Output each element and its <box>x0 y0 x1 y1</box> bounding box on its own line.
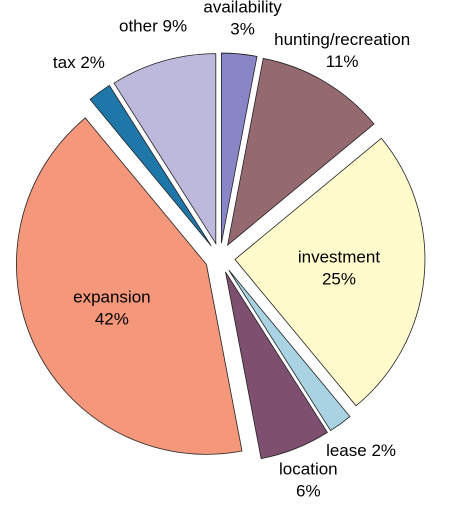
category-label: availability <box>203 0 282 17</box>
value-label: 2% <box>371 442 396 461</box>
pie-slice <box>228 269 351 432</box>
pie-slice <box>227 57 375 247</box>
value-label: 6% <box>296 482 321 501</box>
category-label: other <box>119 17 158 36</box>
value-label: 11% <box>326 52 359 71</box>
pie-slice <box>113 53 217 245</box>
pie-slice <box>225 271 328 460</box>
category-label: lease <box>326 442 367 461</box>
slice-label: other 9% <box>119 17 187 36</box>
value-label: 3% <box>230 20 255 39</box>
slice-label: lease 2% <box>326 442 396 461</box>
value-label: 2% <box>80 53 105 72</box>
value-label: 9% <box>162 17 187 36</box>
category-label: expansion <box>73 287 151 306</box>
value-label: 25% <box>322 270 356 289</box>
pie-slice <box>89 84 212 247</box>
slice-label: tax 2% <box>53 53 105 72</box>
category-label: hunting/recreation <box>274 30 410 49</box>
value-label: 42% <box>95 309 129 328</box>
category-label: investment <box>298 248 380 267</box>
pie-slice <box>221 52 258 244</box>
category-label: location <box>279 460 338 479</box>
pie-slice <box>16 117 243 455</box>
category-label: tax <box>53 53 76 72</box>
pie-slice <box>234 137 426 407</box>
